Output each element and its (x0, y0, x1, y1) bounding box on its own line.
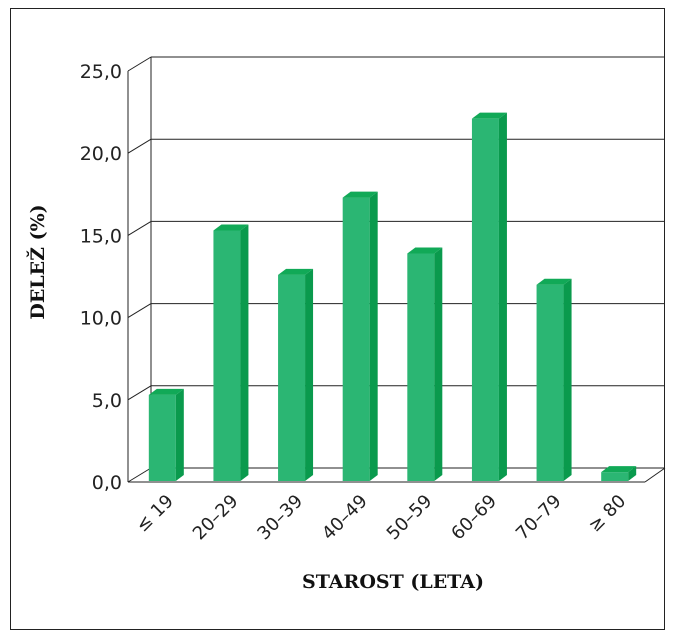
bar-side (240, 224, 249, 481)
wall-tick (127, 467, 152, 483)
bar-side (175, 388, 184, 481)
y-tick-label: 20,0 (80, 143, 122, 165)
bar-top (278, 268, 314, 275)
y-tick-labels: 0,0 5,0 10,0 15,0 20,0 25,0 (80, 61, 122, 494)
x-tick-label: 30–39 (253, 491, 307, 545)
y-axis-title: DELEŽ (%) (26, 204, 49, 319)
wall-tick (127, 385, 152, 401)
bar-side (628, 466, 637, 481)
bar-side (434, 247, 443, 481)
wall-tick (127, 220, 152, 236)
x-tick-labels: ≤ 19 20–29 30–39 40–49 50–59 60–69 70–79 ≥ 80 (132, 491, 630, 545)
x-tick-label: 70–79 (512, 491, 566, 545)
bar (278, 274, 306, 481)
x-tick-label: ≤ 19 (132, 491, 178, 537)
grid-lines (127, 56, 665, 483)
bar-side (305, 268, 314, 481)
y-tick-label: 5,0 (92, 390, 122, 412)
x-axis-title: STAROST (LETA) (302, 571, 484, 593)
bar-top (601, 466, 637, 473)
bar-top (471, 112, 507, 119)
x-tick-label: 50–59 (383, 491, 437, 545)
bar (342, 197, 370, 481)
bar (407, 253, 435, 481)
bar-top (148, 388, 184, 395)
y-tick-label: 25,0 (80, 61, 122, 83)
bar (471, 118, 499, 482)
x-tick-label: 40–49 (318, 491, 372, 545)
x-tick-label: 20–29 (189, 491, 243, 545)
bar (213, 230, 241, 481)
bar-side (498, 112, 507, 482)
bar-top (213, 224, 249, 231)
floor-right-edge (644, 467, 666, 483)
bar-side (563, 278, 572, 481)
bar-top (536, 278, 572, 285)
axes (127, 57, 666, 483)
bar-side (369, 191, 378, 481)
bar-top (407, 247, 443, 254)
x-tick-label: 60–69 (447, 491, 501, 545)
wall-tick (127, 138, 152, 154)
bar (148, 394, 176, 481)
bar (536, 284, 564, 481)
wall-tick (127, 303, 152, 319)
bars (148, 112, 637, 482)
y-tick-label: 15,0 (80, 225, 122, 247)
y-tick-label: 10,0 (80, 308, 122, 330)
x-tick-label: ≥ 80 (584, 491, 630, 537)
y-tick-label: 0,0 (92, 472, 122, 494)
bar (601, 472, 629, 481)
bar-top (342, 191, 378, 198)
wall-tick (127, 56, 152, 72)
